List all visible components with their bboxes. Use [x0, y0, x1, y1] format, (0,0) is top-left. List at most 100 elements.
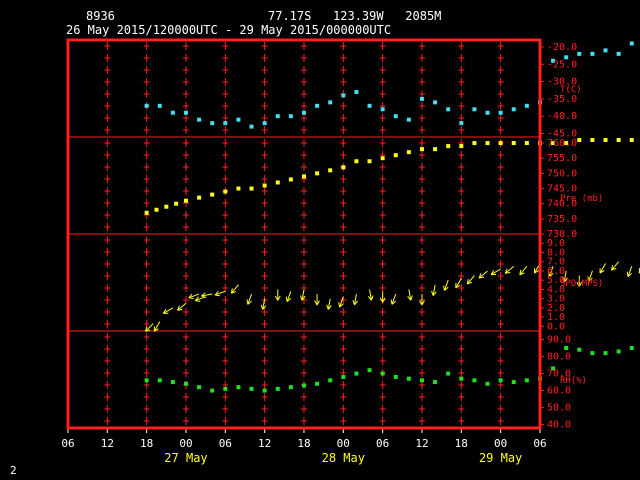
pre-point — [603, 138, 608, 143]
wind-arrow-shaft — [301, 289, 305, 301]
t-y-tick-label: -35.0 — [547, 94, 577, 105]
pre-point — [511, 141, 516, 146]
wind-arrow-shaft — [286, 291, 292, 302]
pre-point — [380, 156, 385, 161]
wind-arrow-head — [626, 271, 629, 277]
rh-point — [197, 385, 202, 390]
pre-point — [393, 153, 398, 158]
pre-point — [577, 138, 582, 143]
rh-point — [629, 346, 634, 351]
wind-arrow-head — [314, 300, 318, 306]
wind-arrow-shaft — [153, 321, 161, 332]
rh-point — [210, 388, 215, 393]
pre-point — [288, 177, 293, 182]
pre-y-tick-label: 750.0 — [547, 168, 577, 179]
wind-arrow — [455, 278, 462, 289]
pre-point — [367, 159, 372, 164]
rh-point — [328, 378, 333, 383]
wind-arrow-head — [230, 288, 233, 294]
t-point — [564, 55, 569, 60]
pre-point — [262, 183, 267, 188]
t-point — [380, 107, 385, 112]
wind-arrow-head — [277, 295, 281, 301]
station-location: 77.17S 123.39W 2085M — [268, 9, 441, 23]
wind-arrow-head — [326, 304, 329, 310]
wind-arrow-shaft — [588, 270, 593, 282]
grid-layer — [68, 42, 540, 425]
wind-arrow — [162, 307, 174, 314]
pre-y-tick-label: 730.0 — [547, 229, 577, 240]
rh-point — [485, 381, 490, 386]
wind-arrow-shaft — [432, 284, 436, 296]
t-point — [446, 107, 451, 112]
spd-y-tick-label: 1.0 — [547, 312, 565, 323]
plot-frame — [66, 38, 542, 430]
t-y-tick-label: -45.0 — [547, 129, 577, 140]
rh-point — [144, 378, 149, 383]
t-point — [328, 100, 333, 105]
rh-point — [406, 376, 411, 381]
rh-panel-label: RH(%) — [560, 376, 587, 386]
wind-arrow-head — [214, 294, 221, 297]
x-day-label: 27 May — [164, 451, 207, 465]
wind-arrow — [419, 294, 425, 306]
pre-point — [406, 150, 411, 155]
rh-point — [249, 386, 254, 391]
wind-arrow — [407, 289, 413, 301]
wind-arrow-head — [505, 271, 511, 274]
wind-arrow — [562, 270, 568, 283]
wind-arrow — [338, 296, 344, 308]
t-point — [262, 121, 267, 126]
wind-arrow-head — [194, 296, 199, 301]
pre-point — [590, 138, 595, 143]
wind-arrow-shaft — [478, 270, 488, 279]
wind-arrow-head — [201, 295, 207, 299]
wind-arrow-head — [231, 290, 237, 294]
spd-y-tick-label: 6.0 — [547, 266, 565, 277]
t-point — [144, 103, 149, 108]
wind-arrow-head — [534, 270, 539, 274]
x-tick-label: 00 — [179, 437, 192, 450]
wind-arrow-head — [490, 270, 495, 275]
wind-arrow — [504, 265, 515, 274]
t-point — [603, 48, 608, 53]
spd-y-tick-label: 0.0 — [547, 321, 565, 332]
wind-arrow-head — [274, 295, 279, 301]
wind-arrow-head — [352, 299, 355, 306]
rh-point — [380, 371, 385, 376]
t-point — [433, 100, 438, 105]
wind-arrow-head — [327, 305, 332, 310]
wind-arrow-shaft — [214, 290, 226, 296]
rh-point — [472, 378, 477, 383]
pre-point — [144, 210, 149, 215]
rh-point — [354, 371, 359, 376]
t-point — [236, 117, 241, 122]
wind-arrow-head — [421, 300, 425, 306]
wind-arrow-shaft — [548, 266, 554, 277]
x-tick-label: 00 — [337, 437, 350, 450]
wind-arrow — [367, 289, 374, 301]
x-tick-label: 18 — [455, 437, 468, 450]
wind-arrow-shaft — [230, 284, 239, 294]
wind-arrow-head — [548, 272, 554, 278]
x-tick-label: 12 — [258, 437, 271, 450]
wind-arrow — [611, 261, 620, 271]
pre-point — [498, 141, 503, 146]
t-point — [197, 117, 202, 122]
wind-arrow-shaft — [247, 293, 253, 305]
wind-arrow-head — [201, 292, 206, 297]
pre-point — [223, 189, 228, 194]
wind-arrow — [153, 321, 161, 332]
pre-point — [524, 141, 529, 146]
t-panel-label: T(C) — [560, 85, 582, 95]
wind-arrow-head — [262, 305, 267, 310]
wind-arrow-head — [611, 267, 617, 271]
wind-arrow — [201, 292, 213, 299]
t-point — [551, 58, 556, 63]
pre-point — [183, 198, 188, 203]
rh-y-tick-label: 40.0 — [547, 420, 571, 431]
x-day-label: 29 May — [479, 451, 522, 465]
x-tick-label: 06 — [219, 437, 232, 450]
pre-point — [341, 165, 346, 170]
pre-point — [164, 204, 169, 209]
